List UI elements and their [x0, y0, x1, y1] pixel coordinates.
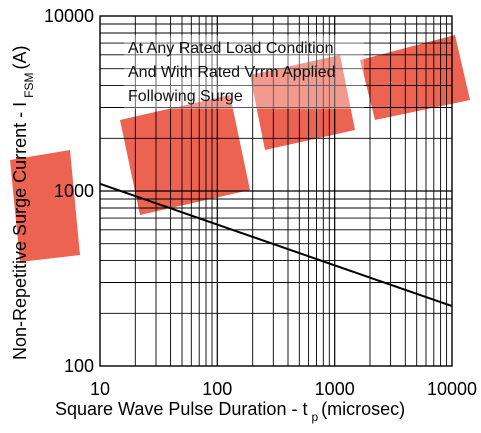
x-axis-label-main: Square Wave Pulse Duration - t — [55, 399, 307, 419]
x-tick-label: 1000 — [315, 379, 355, 399]
x-axis-label: Square Wave Pulse Duration - t p (microsec… — [55, 399, 405, 424]
y-axis-label-main: Non-Repetitive Surge Current - I — [10, 102, 30, 360]
y-tick-label: 1000 — [54, 181, 94, 201]
x-axis-label-tail: (microsec) — [321, 399, 405, 419]
y-axis-ticks: 100 1000 10000 — [44, 6, 94, 376]
y-tick-label: 10000 — [44, 6, 94, 26]
grid — [100, 16, 452, 366]
x-axis-label-sub: p — [311, 410, 318, 424]
y-tick-label: 100 — [64, 356, 94, 376]
y-axis-label: Non-Repetitive Surge Current - I FSM (A) — [10, 46, 36, 360]
x-tick-label: 100 — [202, 379, 232, 399]
annotation-background — [124, 35, 364, 109]
y-axis-label-tail: (A) — [10, 46, 30, 70]
annotation-line-1: At Any Rated Load Condition — [128, 40, 333, 57]
plot-frame — [99, 15, 453, 367]
annotation-line-3: Following Surge — [128, 88, 243, 105]
series-layer — [99, 182, 453, 308]
x-tick-label: 10 — [90, 379, 110, 399]
series-line — [99, 182, 453, 308]
x-axis-ticks: 10 100 1000 10000 — [90, 379, 477, 399]
annotation-line-2: And With Rated Vrrm Applied — [128, 64, 336, 81]
y-axis-label-sub: FSM — [22, 73, 36, 98]
x-tick-label: 10000 — [427, 379, 477, 399]
